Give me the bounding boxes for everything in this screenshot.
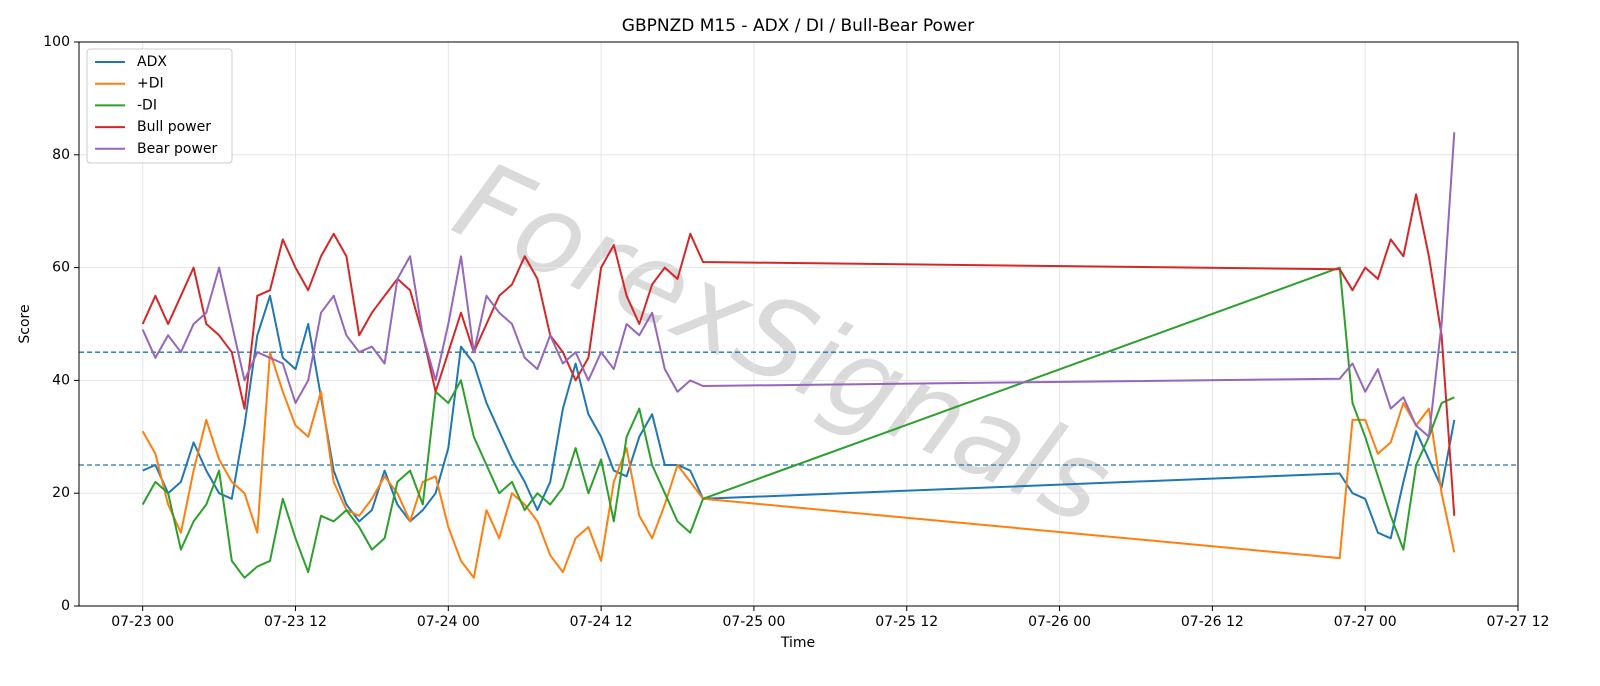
y-tick-label: 0 [61, 598, 70, 614]
legend-label: +DI [137, 76, 164, 92]
legend: ADX +DI -DI Bull power Bear power [86, 48, 233, 164]
x-tick-label: 07-27 12 [1487, 614, 1550, 630]
x-tick-label: 07-26 12 [1181, 614, 1244, 630]
x-tick-label: 07-23 12 [264, 614, 327, 630]
x-tick-label: 07-26 00 [1028, 614, 1091, 630]
x-tick-label: 07-25 12 [875, 614, 938, 630]
legend-label: -DI [137, 97, 157, 113]
y-tick-label: 60 [52, 260, 70, 276]
series-line [142, 294, 1456, 540]
y-axis-label: Score [17, 304, 33, 343]
legend-box [86, 48, 233, 164]
x-axis-label: Time [780, 635, 815, 651]
y-tick-label: 80 [52, 147, 70, 163]
x-tick-label: 07-27 00 [1334, 614, 1397, 630]
y-tick-label: 20 [52, 485, 70, 501]
y-tick-label: 40 [52, 372, 70, 388]
watermark: ForexSignals [437, 136, 1129, 549]
legend-label: Bull power [137, 119, 211, 135]
plot-frame [78, 41, 1519, 607]
series-line [141, 266, 1455, 579]
x-tick-label: 07-23 00 [111, 614, 174, 630]
legend-label: Bear power [137, 141, 218, 157]
legend-label: ADX [137, 54, 167, 70]
series-line [141, 351, 1456, 579]
chart-title: GBPNZD M15 - ADX / DI / Bull-Bear Power [622, 16, 974, 36]
x-tick-label: 07-24 00 [417, 614, 480, 630]
series-line [141, 132, 1456, 438]
x-tick-label: 07-24 12 [570, 614, 633, 630]
series-line [141, 193, 1456, 516]
y-tick-label: 100 [43, 34, 70, 50]
x-tick-label: 07-25 00 [722, 614, 785, 630]
